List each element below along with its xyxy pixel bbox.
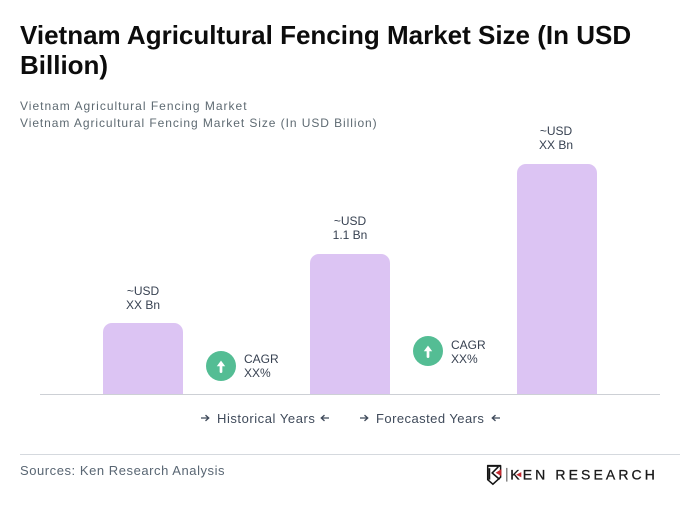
svg-text:KEN RESEARCH: KEN RESEARCH [510, 467, 658, 483]
